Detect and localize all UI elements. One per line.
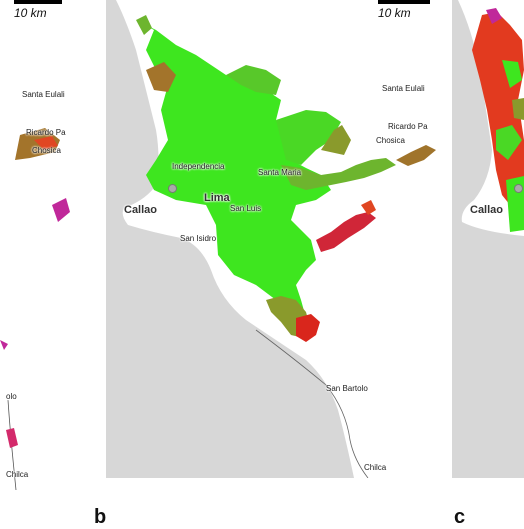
airport-icon xyxy=(168,184,177,193)
place-label-santa-maria: Santa Maria xyxy=(258,168,302,177)
scale-bar-b-label: 10 km xyxy=(378,6,411,20)
place-label-chosica-b: Chosica xyxy=(376,136,405,145)
scale-bar-a: 10 km xyxy=(14,0,70,22)
map-panel-b: 10 km Santa Eulali Ricardo Pa Chosica Sa… xyxy=(106,0,442,478)
place-label-callao-b: Callao xyxy=(124,204,158,216)
panel-letter-b: b xyxy=(94,506,107,528)
scale-bar-b: 10 km xyxy=(378,0,438,22)
map-a-land xyxy=(0,0,72,490)
place-label-san-bartolo-b: San Bartolo xyxy=(326,384,368,393)
map-c-canvas xyxy=(452,0,524,478)
scale-bar-a-label: 10 km xyxy=(14,6,47,20)
panel-letter-c: c xyxy=(454,506,466,528)
place-label-chosica-a: Chosica xyxy=(32,146,61,155)
map-c-sea xyxy=(452,0,524,478)
scale-bar-a-line xyxy=(14,0,62,4)
place-label-chilca-b: Chilca xyxy=(364,463,387,472)
place-label-ricardo-palma-b: Ricardo Pa xyxy=(388,122,428,131)
map-panel-a: 10 km Santa Eulali Ricardo Pa Chosica ol… xyxy=(0,0,72,490)
airport-icon-c xyxy=(514,184,523,193)
place-label-san-isidro: San Isidro xyxy=(180,234,217,243)
place-label-independencia: Independencia xyxy=(172,162,225,171)
map-b-urban xyxy=(136,15,436,342)
place-label-san-luis: San Luis xyxy=(230,204,262,213)
place-label-santa-eulalia-b: Santa Eulali xyxy=(382,84,425,93)
place-label-chilca-a: Chilca xyxy=(6,470,29,479)
scale-bar-b-line xyxy=(378,0,430,4)
place-label-san-bartolo-a: olo xyxy=(6,392,17,401)
place-label-ricardo-palma-a: Ricardo Pa xyxy=(26,128,66,137)
place-label-lima: Lima xyxy=(204,192,230,204)
place-label-callao-c: Callao xyxy=(470,204,504,216)
map-panel-c: Callao xyxy=(452,0,524,478)
place-label-santa-eulalia-a: Santa Eulali xyxy=(22,90,65,99)
map-b-sea xyxy=(106,0,354,478)
map-a-urban xyxy=(0,128,70,448)
map-c-urban xyxy=(472,8,524,232)
map-b-road xyxy=(255,329,369,478)
map-a-canvas xyxy=(0,0,72,490)
map-b-canvas xyxy=(106,0,442,478)
